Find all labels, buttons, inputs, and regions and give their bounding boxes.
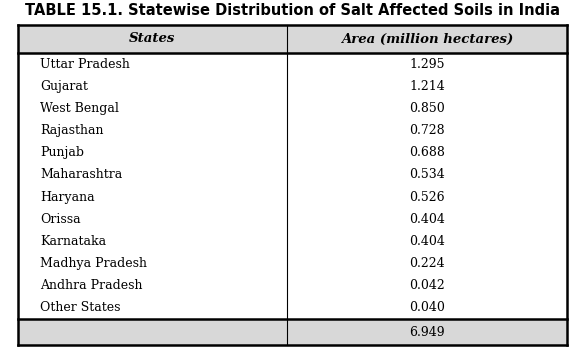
Text: 0.534: 0.534 bbox=[409, 168, 445, 181]
Text: 6.949: 6.949 bbox=[409, 326, 445, 339]
Text: States: States bbox=[129, 33, 176, 45]
Bar bbox=[18, 319, 567, 345]
Text: Other States: Other States bbox=[40, 301, 121, 315]
Text: Uttar Pradesh: Uttar Pradesh bbox=[40, 58, 130, 71]
Text: Haryana: Haryana bbox=[40, 191, 95, 203]
Text: TABLE 15.1. Statewise Distribution of Salt Affected Soils in India: TABLE 15.1. Statewise Distribution of Sa… bbox=[25, 3, 560, 18]
Text: 0.404: 0.404 bbox=[409, 213, 445, 226]
Text: 0.850: 0.850 bbox=[409, 102, 445, 115]
Text: West Bengal: West Bengal bbox=[40, 102, 119, 115]
Text: 0.404: 0.404 bbox=[409, 235, 445, 248]
Text: 0.688: 0.688 bbox=[409, 146, 445, 159]
Text: 1.214: 1.214 bbox=[409, 80, 445, 93]
Text: 1.295: 1.295 bbox=[410, 58, 445, 71]
Text: 0.728: 0.728 bbox=[409, 124, 445, 137]
Text: Gujarat: Gujarat bbox=[40, 80, 88, 93]
Text: 0.526: 0.526 bbox=[409, 191, 445, 203]
Text: 0.040: 0.040 bbox=[409, 301, 445, 315]
Text: Rajasthan: Rajasthan bbox=[40, 124, 104, 137]
Text: Andhra Pradesh: Andhra Pradesh bbox=[40, 279, 143, 292]
Text: Maharashtra: Maharashtra bbox=[40, 168, 122, 181]
Text: 0.042: 0.042 bbox=[409, 279, 445, 292]
Text: Punjab: Punjab bbox=[40, 146, 84, 159]
Text: Karnataka: Karnataka bbox=[40, 235, 106, 248]
Text: 0.224: 0.224 bbox=[409, 257, 445, 270]
Text: Orissa: Orissa bbox=[40, 213, 81, 226]
Text: Madhya Pradesh: Madhya Pradesh bbox=[40, 257, 147, 270]
Bar bbox=[18, 25, 567, 53]
Text: Area (million hectares): Area (million hectares) bbox=[341, 33, 513, 45]
